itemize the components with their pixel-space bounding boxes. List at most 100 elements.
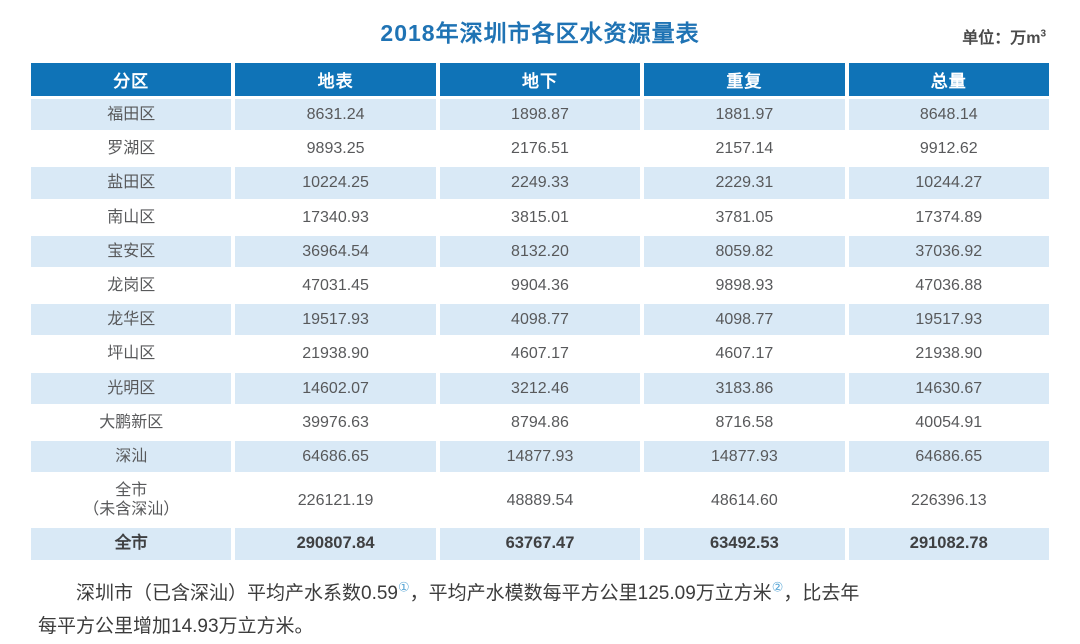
cell-total: 47036.88 [848, 269, 1049, 302]
row-yantian: 盐田区 10224.25 2249.33 2229.31 10244.27 [31, 167, 1049, 199]
cell-surface: 39976.63 [235, 406, 436, 438]
water-resources-table: 分区 地表 地下 重复 总量 福田区 8631.24 1898.87 1881.… [27, 60, 1053, 563]
cell-duplicate: 1881.97 [644, 99, 845, 131]
cell-underground: 3212.46 [439, 372, 641, 404]
header-row: 分区 地表 地下 重复 总量 [31, 63, 1049, 96]
cell-total: 37036.92 [848, 235, 1049, 267]
footnote-text-4: 每平方公里增加14.93万立方米。 [38, 616, 314, 638]
footnote-ref-2: ② [771, 579, 784, 595]
row-pingshan: 坪山区 21938.90 4607.17 4607.17 21938.90 [31, 338, 1049, 370]
cell-underground: 4607.17 [439, 338, 641, 370]
cell-duplicate: 2229.31 [644, 167, 845, 199]
cell-underground: 9904.36 [439, 269, 641, 302]
cell-duplicate: 8059.82 [644, 235, 845, 267]
cell-duplicate: 2157.14 [644, 133, 845, 165]
cell-district: 大鹏新区 [31, 406, 232, 438]
cell-total: 21938.90 [848, 338, 1049, 370]
cell-total: 64686.65 [848, 440, 1049, 473]
cell-underground: 2249.33 [439, 167, 641, 199]
cell-district: 全市 [31, 528, 232, 561]
cell-surface: 226121.19 [235, 475, 436, 526]
cell-district: 南山区 [31, 201, 232, 233]
cell-total: 9912.62 [848, 133, 1049, 165]
col-header-district: 分区 [31, 63, 232, 96]
cell-total: 291082.78 [848, 528, 1049, 561]
cell-duplicate: 3183.86 [644, 372, 845, 404]
cell-duplicate: 9898.93 [644, 269, 845, 302]
page-title: 2018年深圳市各区水资源量表 [380, 20, 700, 46]
cell-district: 宝安区 [31, 235, 232, 267]
cell-total: 8648.14 [848, 99, 1049, 131]
cell-district: 盐田区 [31, 167, 232, 199]
row-citywide-total: 全市 290807.84 63767.47 63492.53 291082.78 [31, 528, 1049, 561]
cell-underground: 8794.86 [439, 406, 641, 438]
cell-underground: 4098.77 [439, 304, 641, 336]
cell-district: 福田区 [31, 99, 232, 131]
footnote-ref-1: ① [397, 579, 410, 595]
unit-superscript: 3 [1040, 28, 1046, 40]
cell-duplicate: 14877.93 [644, 440, 845, 473]
cell-total: 14630.67 [848, 372, 1049, 404]
row-futian: 福田区 8631.24 1898.87 1881.97 8648.14 [31, 99, 1049, 131]
cell-district: 坪山区 [31, 338, 232, 370]
cell-district: 龙岗区 [31, 269, 232, 302]
cell-total: 19517.93 [848, 304, 1049, 336]
page-header: 2018年深圳市各区水资源量表 单位：万m3 [0, 0, 1080, 52]
cell-surface: 290807.84 [235, 528, 436, 561]
cell-underground: 63767.47 [439, 528, 641, 561]
cell-duplicate: 3781.05 [644, 201, 845, 233]
cell-district: 深汕 [31, 440, 232, 473]
cell-surface: 10224.25 [235, 167, 436, 199]
table-header: 分区 地表 地下 重复 总量 [31, 63, 1049, 96]
unit-text: 单位：万m [962, 30, 1041, 47]
cell-underground: 14877.93 [439, 440, 641, 473]
col-header-underground: 地下 [439, 63, 641, 96]
row-shenshan: 深汕 64686.65 14877.93 14877.93 64686.65 [31, 440, 1049, 473]
row-longhua: 龙华区 19517.93 4098.77 4098.77 19517.93 [31, 304, 1049, 336]
row-dapeng-new: 大鹏新区 39976.63 8794.86 8716.58 40054.91 [31, 406, 1049, 438]
footnote: 深圳市（已含深汕）平均产水系数0.59①，平均产水模数每平方公里125.09万立… [38, 577, 1046, 644]
cell-underground: 1898.87 [439, 99, 641, 131]
cell-underground: 48889.54 [439, 475, 641, 526]
cell-duplicate: 8716.58 [644, 406, 845, 438]
cell-duplicate: 48614.60 [644, 475, 845, 526]
col-header-surface: 地表 [235, 63, 436, 96]
cell-total: 17374.89 [848, 201, 1049, 233]
cell-surface: 21938.90 [235, 338, 436, 370]
cell-total: 40054.91 [848, 406, 1049, 438]
row-guangming: 光明区 14602.07 3212.46 3183.86 14630.67 [31, 372, 1049, 404]
cell-duplicate: 63492.53 [644, 528, 845, 561]
row-baoan: 宝安区 36964.54 8132.20 8059.82 37036.92 [31, 235, 1049, 267]
cell-underground: 2176.51 [439, 133, 641, 165]
col-header-total: 总量 [848, 63, 1049, 96]
cell-district: 罗湖区 [31, 133, 232, 165]
cell-surface: 17340.93 [235, 201, 436, 233]
footnote-text-1: 深圳市（已含深汕）平均产水系数0.59 [76, 583, 398, 605]
row-luohu: 罗湖区 9893.25 2176.51 2157.14 9912.62 [31, 133, 1049, 165]
cell-total: 10244.27 [848, 167, 1049, 199]
cell-surface: 8631.24 [235, 99, 436, 131]
cell-underground: 3815.01 [439, 201, 641, 233]
cell-district: 全市 （未含深汕） [31, 475, 232, 526]
unit-label: 单位：万m3 [962, 24, 1046, 48]
cell-surface: 47031.45 [235, 269, 436, 302]
cell-district: 光明区 [31, 372, 232, 404]
row-nanshan: 南山区 17340.93 3815.01 3781.05 17374.89 [31, 201, 1049, 233]
cell-duplicate: 4098.77 [644, 304, 845, 336]
row-citywide-excluding-shenshan: 全市 （未含深汕） 226121.19 48889.54 48614.60 22… [31, 475, 1049, 526]
cell-surface: 19517.93 [235, 304, 436, 336]
cell-surface: 14602.07 [235, 372, 436, 404]
col-header-duplicate: 重复 [644, 63, 845, 96]
cell-total: 226396.13 [848, 475, 1049, 526]
cell-surface: 36964.54 [235, 235, 436, 267]
row-longgang: 龙岗区 47031.45 9904.36 9898.93 47036.88 [31, 269, 1049, 302]
footnote-text-3: ，比去年 [783, 583, 860, 605]
cell-duplicate: 4607.17 [644, 338, 845, 370]
cell-surface: 64686.65 [235, 440, 436, 473]
table-body: 福田区 8631.24 1898.87 1881.97 8648.14 罗湖区 … [31, 99, 1049, 561]
cell-surface: 9893.25 [235, 133, 436, 165]
cell-district: 龙华区 [31, 304, 232, 336]
cell-underground: 8132.20 [439, 235, 641, 267]
footnote-text-2: ，平均产水模数每平方公里125.09万立方米 [409, 583, 772, 605]
